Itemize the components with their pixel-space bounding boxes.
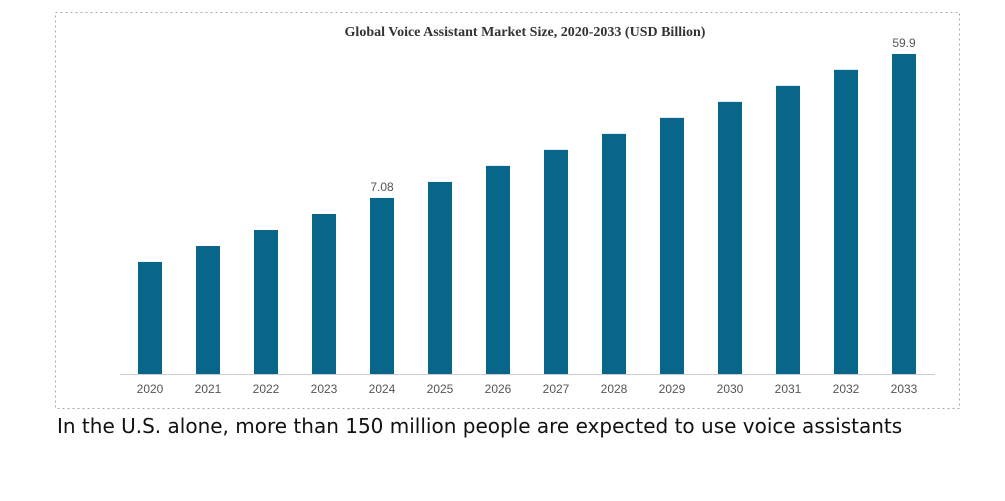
bar [718, 101, 742, 374]
bar [544, 149, 568, 374]
bar [602, 133, 626, 374]
bar [312, 214, 336, 374]
x-tick-label: 2023 [311, 382, 338, 396]
bar [370, 197, 394, 374]
x-tick-label: 2033 [891, 382, 918, 396]
chart-title: Global Voice Assistant Market Size, 2020… [345, 25, 706, 40]
bar [138, 261, 162, 374]
bar [196, 246, 220, 374]
bar [254, 230, 278, 374]
x-tick-label: 2031 [775, 382, 802, 396]
bar [486, 165, 510, 374]
bar [892, 53, 916, 374]
x-tick-label: 2020 [137, 382, 164, 396]
x-tick-label: 2029 [659, 382, 686, 396]
x-tick-label: 2030 [717, 382, 744, 396]
chart-border [55, 12, 960, 409]
x-tick-label: 2028 [601, 382, 628, 396]
x-tick-label: 2026 [485, 382, 512, 396]
x-tick-label: 2027 [543, 382, 570, 396]
x-tick-label: 2024 [369, 382, 396, 396]
caption: In the U.S. alone, more than 150 million… [57, 414, 903, 438]
bar [834, 69, 858, 375]
bar [660, 117, 684, 375]
bar [428, 181, 452, 374]
x-tick-label: 2022 [253, 382, 280, 396]
x-tick-label: 2021 [195, 382, 222, 396]
data-label: 59.9 [892, 36, 916, 50]
x-tick-label: 2025 [427, 382, 454, 396]
x-tick-label: 2032 [833, 382, 860, 396]
data-label: 7.08 [370, 180, 394, 194]
bar [776, 85, 800, 374]
